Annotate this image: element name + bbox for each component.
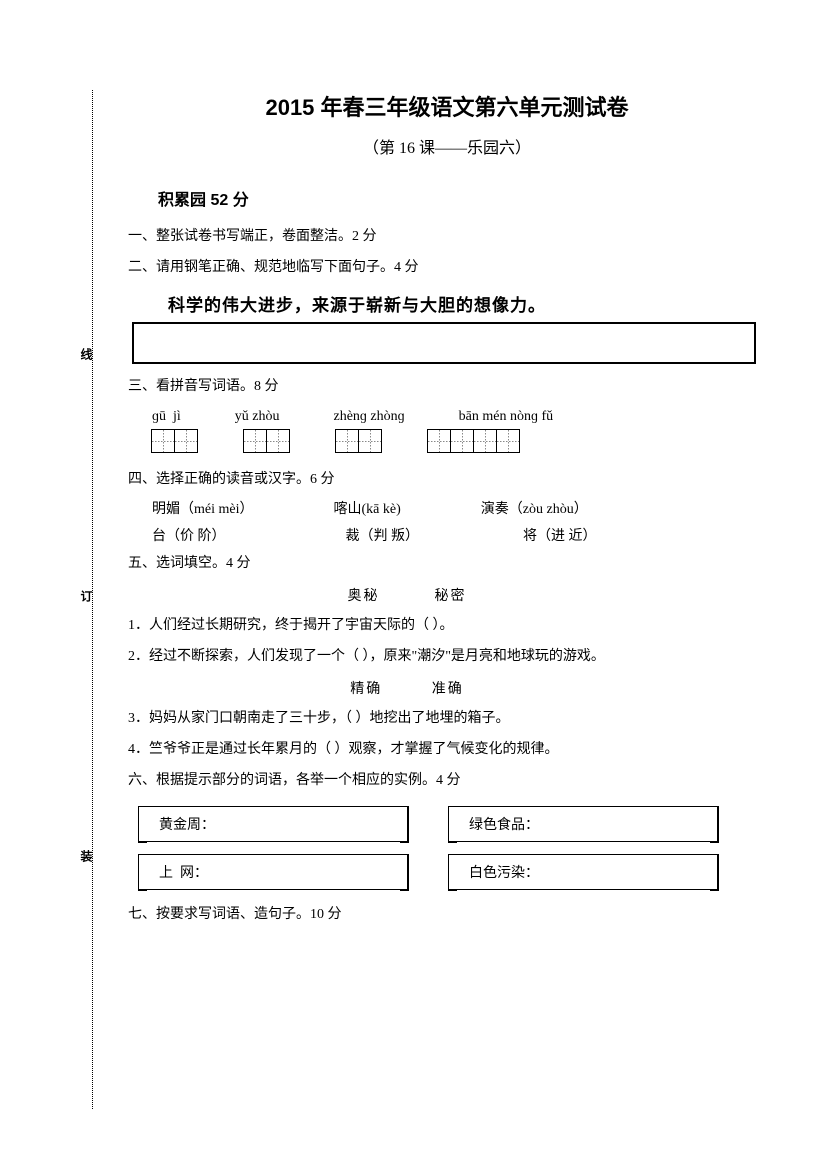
tianzi-group-1[interactable]: [152, 429, 198, 453]
q4-item-2a: 台（价 阶）: [152, 524, 226, 551]
writing-box[interactable]: [132, 322, 756, 364]
binding-marker-1: 线: [78, 348, 95, 360]
tianzi-group-3[interactable]: [336, 429, 382, 453]
question-6: 六、根据提示部分的词语，各举一个相应的实例。4 分: [128, 768, 766, 795]
question-4: 四、选择正确的读音或汉字。6 分: [128, 467, 766, 494]
section-header: 积累园 52 分: [158, 186, 766, 210]
q4-item-1b: 喀山(kā kè): [334, 497, 401, 524]
question-1: 一、整张试卷书写端正，卷面整洁。2 分: [128, 224, 766, 251]
handwriting-prompt: 科学的伟大进步，来源于崭新与大胆的想像力。: [168, 291, 766, 316]
box-huangjinzhou[interactable]: 黄金周：: [138, 806, 408, 842]
q4-item-2b: 裁（判 叛）: [346, 524, 420, 551]
tianzi-row: [152, 429, 766, 453]
binding-marker-2: 订: [78, 590, 95, 602]
tianzi-group-2[interactable]: [244, 429, 290, 453]
binding-marker-3: 装: [78, 850, 95, 862]
page-content: 2015 年春三年级语文第六单元测试卷 （第 16 课——乐园六） 积累园 52…: [128, 90, 766, 929]
pinyin-4: bān mén nònɡ fǔ: [459, 409, 553, 425]
example-row-1: 黄金周： 绿色食品：: [138, 806, 766, 842]
example-row-2: 上 网： 白色污染：: [138, 854, 766, 890]
q5-pair-2: 精确 准确: [48, 678, 766, 698]
question-2: 二、请用钢笔正确、规范地临写下面句子。4 分: [128, 255, 766, 282]
q5-item-2: 2．经过不断探索，人们发现了一个（ ），原来"潮汐"是月亮和地球玩的游戏。: [128, 644, 766, 671]
q4-item-2c: 将（进 近）: [523, 524, 597, 551]
box-lvse[interactable]: 绿色食品：: [448, 806, 718, 842]
page-subtitle: （第 16 课——乐园六）: [128, 134, 766, 158]
q4-item-1c: 演奏（zòu zhòu）: [481, 497, 588, 524]
pinyin-1: ɡū jì: [152, 409, 181, 425]
q5-item-1: 1．人们经过长期研究，终于揭开了宇宙天际的（ ）。: [128, 613, 766, 640]
q5-item-4: 4．竺爷爷正是通过长年累月的（ ）观察，才掌握了气候变化的规律。: [128, 737, 766, 764]
pinyin-3: zhènɡ zhònɡ: [334, 409, 405, 425]
q5-pair-1: 奥秘 秘密: [48, 585, 766, 605]
question-3: 三、看拼音写词语。8 分: [128, 374, 766, 401]
q4-item-1a: 明媚（méi mèi）: [152, 497, 254, 524]
tianzi-group-4[interactable]: [428, 429, 520, 453]
box-baise[interactable]: 白色污染：: [448, 854, 718, 890]
q4-row-2: 台（价 阶） 裁（判 叛） 将（进 近）: [152, 524, 766, 551]
pinyin-2: yǔ zhòu: [235, 409, 280, 425]
q4-row-1: 明媚（méi mèi） 喀山(kā kè) 演奏（zòu zhòu）: [152, 497, 766, 524]
page-title: 2015 年春三年级语文第六单元测试卷: [128, 90, 766, 122]
pinyin-row: ɡū jì yǔ zhòu zhènɡ zhònɡ bān mén nònɡ f…: [152, 409, 766, 425]
q5-item-3: 3．妈妈从家门口朝南走了三十步，（ ）地挖出了地埋的箱子。: [128, 706, 766, 733]
question-7: 七、按要求写词语、造句子。10 分: [128, 902, 766, 929]
question-5: 五、选词填空。4 分: [128, 551, 766, 578]
box-shangwang[interactable]: 上 网：: [138, 854, 408, 890]
